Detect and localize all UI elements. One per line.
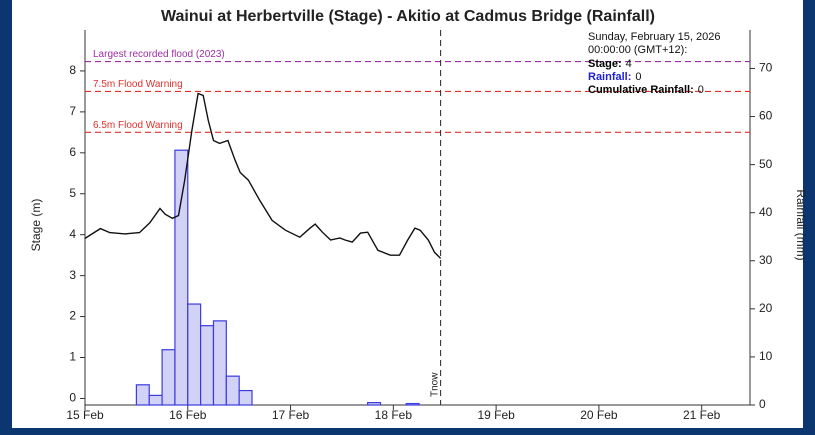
y2-axis-label: Rainfall (mm) <box>794 189 808 260</box>
rain-bar <box>367 401 382 406</box>
tooltip-date: Sunday, February 15, 2026 <box>588 31 721 43</box>
rain-bar <box>238 389 253 406</box>
x-tick-label: 17 Feb <box>272 408 310 422</box>
y2-tick-label: 20 <box>759 301 773 315</box>
stage-line <box>84 92 442 259</box>
y2-tick-label: 50 <box>759 157 773 171</box>
y-axis-label: Stage (m) <box>29 199 43 252</box>
x-tick-label: 20 Feb <box>580 408 618 422</box>
tooltip-label: Cumulative Rainfall: <box>588 84 694 96</box>
threshold-label: 6.5m Flood Warning <box>93 120 183 131</box>
tooltip-label: Stage: <box>588 58 622 70</box>
rain-bar <box>161 349 176 406</box>
y2-tick-label: 0 <box>759 397 766 411</box>
x-tick-label: 16 Feb <box>169 408 207 422</box>
x-tick-label: 18 Feb <box>375 408 413 422</box>
tooltip-value: 0 <box>698 84 704 96</box>
x-tick-label: 19 Feb <box>477 408 515 422</box>
threshold-label: 7.5m Flood Warning <box>93 79 183 90</box>
now-label: Tnow <box>429 372 440 397</box>
rain-bar <box>225 375 240 406</box>
tooltip-value: 4 <box>626 58 632 70</box>
y-tick-label: 8 <box>69 63 76 77</box>
tooltip-time: 00:00:00 (GMT+12): <box>588 44 687 56</box>
y-tick-label: 5 <box>69 186 76 200</box>
panel <box>12 0 803 428</box>
y-tick-label: 2 <box>69 309 76 323</box>
y-tick-label: 3 <box>69 268 76 282</box>
threshold-label: Largest recorded flood (2023) <box>93 49 225 60</box>
rain-bar <box>212 320 227 406</box>
rain-bar <box>405 402 420 406</box>
x-tick-label: 15 Feb <box>66 408 104 422</box>
y-tick-label: 6 <box>69 145 76 159</box>
rain-bar <box>148 394 163 406</box>
chart-title: Wainui at Herbertville (Stage) - Akitio … <box>161 8 655 25</box>
x-tick-label: 21 Feb <box>683 408 721 422</box>
rain-bar <box>174 149 189 406</box>
tooltip-label: Rainfall: <box>588 71 631 83</box>
y-tick-label: 1 <box>69 350 76 364</box>
y2-tick-label: 30 <box>759 253 773 267</box>
y-tick-label: 4 <box>69 227 76 241</box>
y2-tick-label: 60 <box>759 109 773 123</box>
tooltip-value: 0 <box>635 71 641 83</box>
tooltip-item: Cumulative Rainfall: 0 <box>588 84 704 96</box>
rain-bar <box>187 303 202 406</box>
rain-bar <box>135 384 150 406</box>
y-tick-label: 0 <box>69 391 76 405</box>
y2-tick-label: 10 <box>759 349 773 363</box>
tooltip-item: Stage: 4 <box>588 58 632 70</box>
y2-tick-label: 40 <box>759 205 773 219</box>
y-tick-label: 7 <box>69 104 76 118</box>
y2-tick-label: 70 <box>759 61 773 75</box>
tooltip-item: Rainfall: 0 <box>588 71 642 83</box>
rain-bar <box>200 325 215 406</box>
